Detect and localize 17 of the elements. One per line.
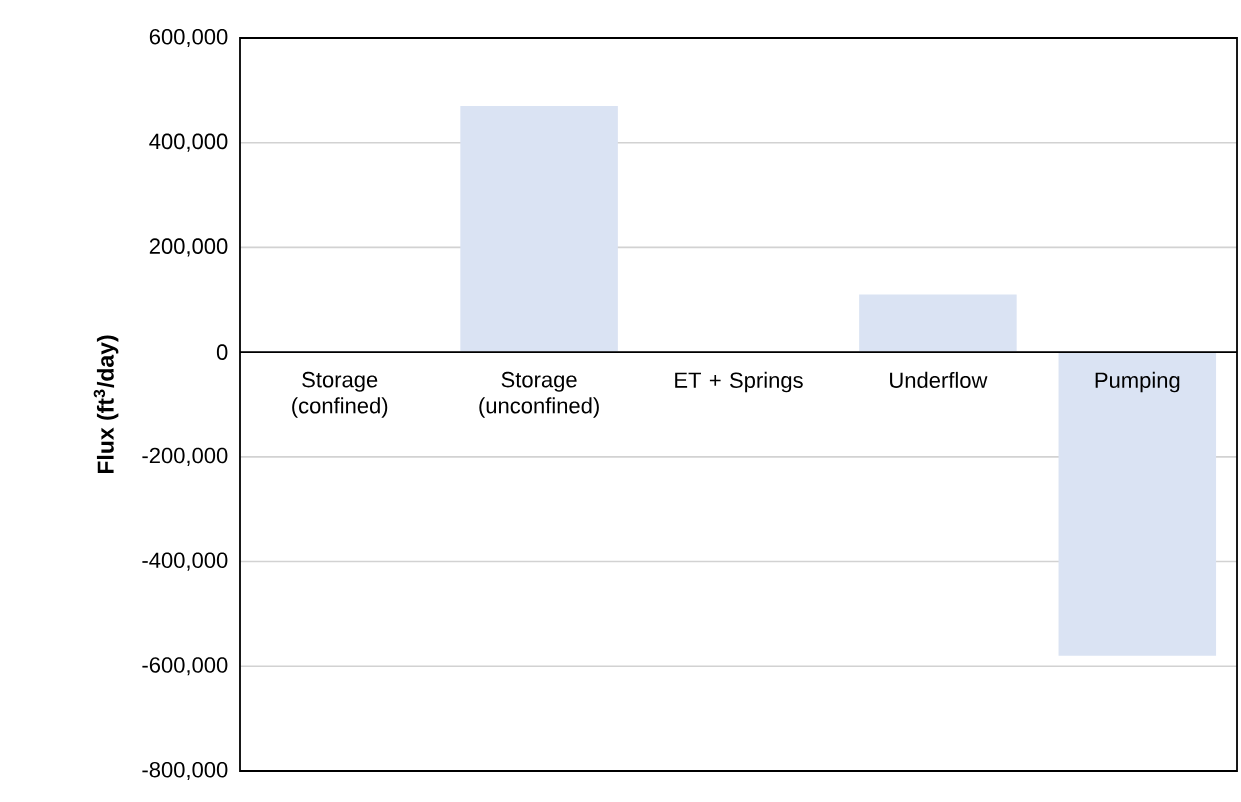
y-tick-label: -200,000 bbox=[142, 447, 228, 466]
bar bbox=[859, 294, 1017, 353]
bar bbox=[1058, 352, 1217, 656]
y-tick-label: -600,000 bbox=[142, 657, 228, 676]
y-axis-title: Flux (ft$^{3}$/day) bbox=[93, 335, 119, 474]
y-tick-label: -400,000 bbox=[142, 552, 228, 571]
x-tick-label: Storage (confined) bbox=[292, 371, 388, 418]
x-tick-label: ET + Springs bbox=[675, 371, 803, 393]
y-tick-label: 600,000 bbox=[149, 28, 228, 48]
x-tick-label: Pumping bbox=[1095, 371, 1180, 393]
y-tick-label: 200,000 bbox=[149, 238, 228, 257]
x-tick-label: Storage (unconfined) bbox=[479, 371, 599, 418]
y-tick-label: 400,000 bbox=[149, 133, 228, 152]
y-tick-label: -800,000 bbox=[142, 761, 228, 781]
x-tick-label: Underflow bbox=[890, 371, 988, 389]
y-tick-label: 0 bbox=[216, 344, 228, 360]
bar bbox=[460, 106, 618, 353]
